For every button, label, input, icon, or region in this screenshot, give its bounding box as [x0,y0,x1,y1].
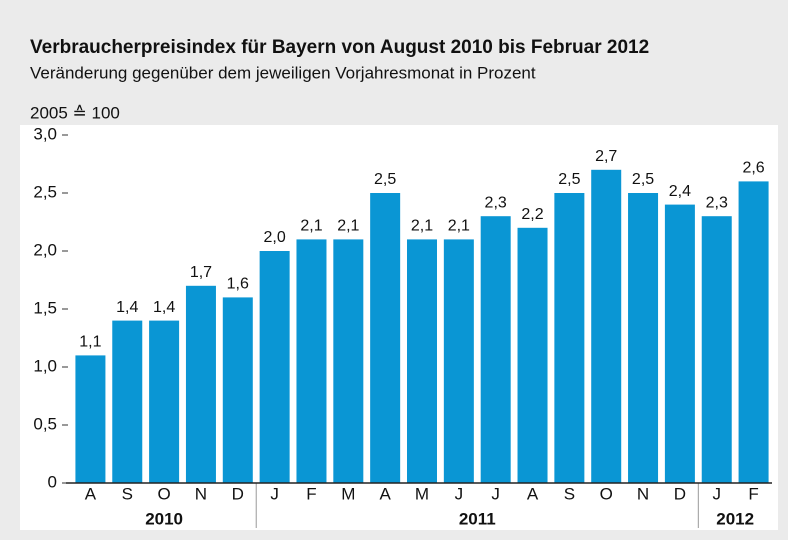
x-tick-label: J [270,484,279,503]
x-tick-label: D [674,484,686,503]
x-tick-label: M [415,484,429,503]
bar [296,239,327,483]
x-tick-label: N [195,484,207,503]
y-axis-label: 2005 ≙ 100 [30,103,120,122]
bar [75,355,106,483]
x-tick-label: O [600,484,613,503]
value-label: 2,6 [742,160,764,177]
value-label: 2,5 [632,171,654,188]
year-label: 2010 [145,509,183,528]
x-tick-label: S [564,484,575,503]
value-label: 1,1 [79,334,101,351]
x-tick-label: D [232,484,244,503]
x-tick-label: J [491,484,500,503]
y-tick-label: 0 [48,472,57,491]
x-tick-label: A [85,484,97,503]
x-tick-label: J [455,484,464,503]
x-tick-label: F [748,484,758,503]
value-label: 2,3 [485,194,507,211]
bar [407,239,437,483]
year-label: 2012 [716,509,754,528]
bar [628,193,659,483]
year-label: 2011 [459,509,496,528]
value-label: 2,0 [264,229,286,246]
x-tick-label: A [379,484,391,503]
value-label: 1,6 [227,276,249,293]
bar [554,193,585,483]
bar [664,204,695,483]
bar [370,193,401,483]
value-label: 2,1 [300,218,322,235]
value-label: 2,5 [374,171,396,188]
y-tick-label: 0,5 [33,414,57,433]
y-tick-label: 3,0 [33,124,57,143]
bar [701,216,732,483]
y-tick-label: 1,5 [33,298,57,317]
chart-title: Verbraucherpreisindex für Bayern von Aug… [30,37,649,58]
y-tick-label: 1,0 [33,356,57,375]
value-label: 1,4 [153,299,175,316]
value-label: 2,5 [558,171,580,188]
bar [517,227,548,483]
value-label: 1,7 [190,264,212,281]
bar [591,169,622,484]
value-label: 2,7 [595,148,617,165]
value-label: 2,4 [669,183,691,200]
x-tick-label: F [306,484,316,503]
x-tick-label: J [712,484,721,503]
value-label: 2,3 [706,194,728,211]
value-label: 2,1 [337,218,359,235]
x-tick-label: O [157,484,170,503]
x-tick-label: S [122,484,133,503]
bar [738,181,769,483]
bar [333,239,364,483]
x-tick-label: M [341,484,355,503]
bar [112,320,143,483]
bar [480,216,511,483]
x-tick-label: N [637,484,649,503]
value-label: 2,2 [521,206,543,223]
bar [222,297,253,483]
chart-subtitle: Veränderung gegenüber dem jeweiligen Vor… [30,63,536,82]
y-tick-label: 2,5 [33,182,57,201]
y-tick-label: 2,0 [33,240,57,259]
bar [443,239,474,483]
value-label: 2,1 [448,218,470,235]
bar [259,251,290,483]
value-label: 2,1 [411,218,433,235]
value-label: 1,4 [116,299,138,316]
bar [149,320,180,483]
bar [185,285,216,483]
x-tick-label: A [527,484,539,503]
